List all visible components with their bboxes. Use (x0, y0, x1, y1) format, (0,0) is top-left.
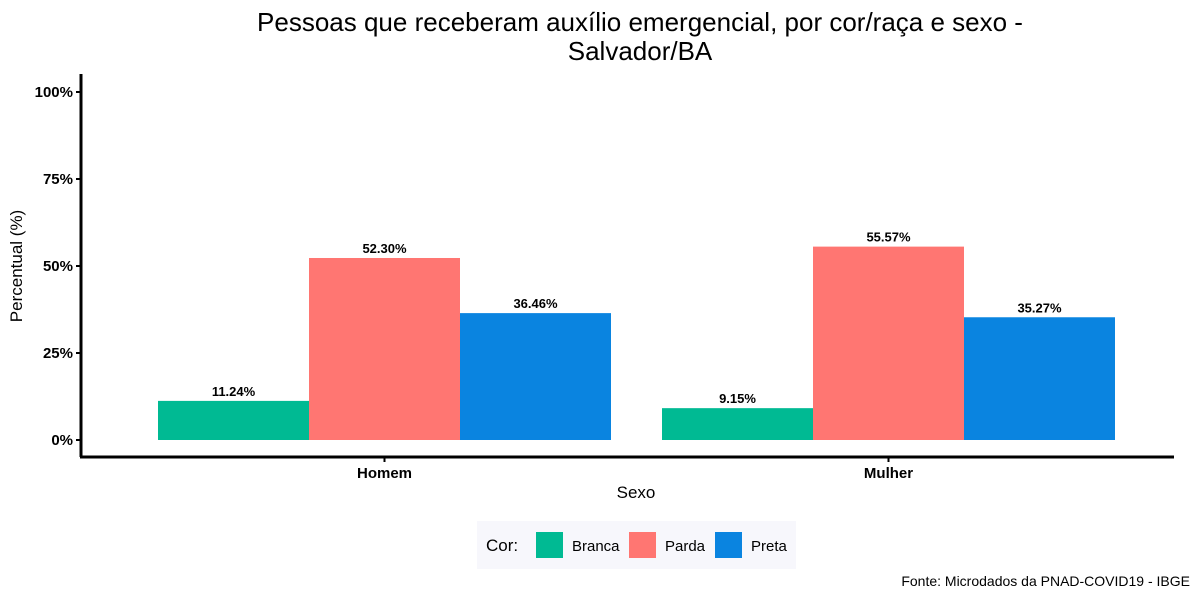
bars (158, 246, 1115, 440)
legend-title: Cor: (486, 536, 518, 555)
bar-data-label: 11.24% (212, 384, 256, 399)
legend-swatch-preta (715, 532, 742, 558)
bar-branca-homem (158, 400, 309, 440)
y-tick-label: 100% (35, 84, 73, 101)
bar-preta-homem (460, 313, 611, 440)
bar-parda-homem (309, 257, 460, 440)
bar-data-label: 52.30% (362, 241, 407, 256)
bar-data-label: 9.15% (719, 391, 756, 406)
legend-swatch-branca (536, 532, 563, 558)
bar-branca-mulher (662, 408, 813, 440)
bar-parda-mulher (813, 246, 964, 440)
bar-preta-mulher (964, 317, 1115, 440)
x-tick-label: Homem (357, 465, 412, 482)
y-tick-label: 75% (43, 171, 73, 188)
legend-label-parda: Parda (665, 538, 706, 555)
x-tick-label: Mulher (864, 465, 913, 482)
bar-data-labels: 11.24% 9.15% 52.30% 55.57% 36.46% 35.27% (212, 230, 1062, 407)
bar-data-label: 55.57% (866, 230, 911, 245)
y-axis-ticks: 0% 25% 50% 75% 100% (35, 84, 81, 449)
caption: Fonte: Microdados da PNAD-COVID19 - IBGE (901, 573, 1190, 589)
legend-label-preta: Preta (751, 538, 788, 555)
bar-data-label: 36.46% (513, 296, 558, 311)
bar-data-label: 35.27% (1017, 300, 1062, 315)
x-axis-title: Sexo (617, 483, 656, 502)
y-tick-label: 50% (43, 258, 73, 275)
legend: Branca Parda Preta (536, 532, 788, 558)
legend-swatch-parda (629, 532, 656, 558)
y-axis-title: Percentual (%) (7, 210, 26, 322)
x-axis-ticks: Homem Mulher (357, 457, 913, 482)
legend-label-branca: Branca (572, 538, 620, 555)
chart-title-line-1: Pessoas que receberam auxílio emergencia… (257, 7, 1023, 37)
chart-title-line-2: Salvador/BA (568, 36, 713, 66)
y-tick-label: 25% (43, 345, 73, 362)
y-tick-label: 0% (51, 432, 73, 449)
